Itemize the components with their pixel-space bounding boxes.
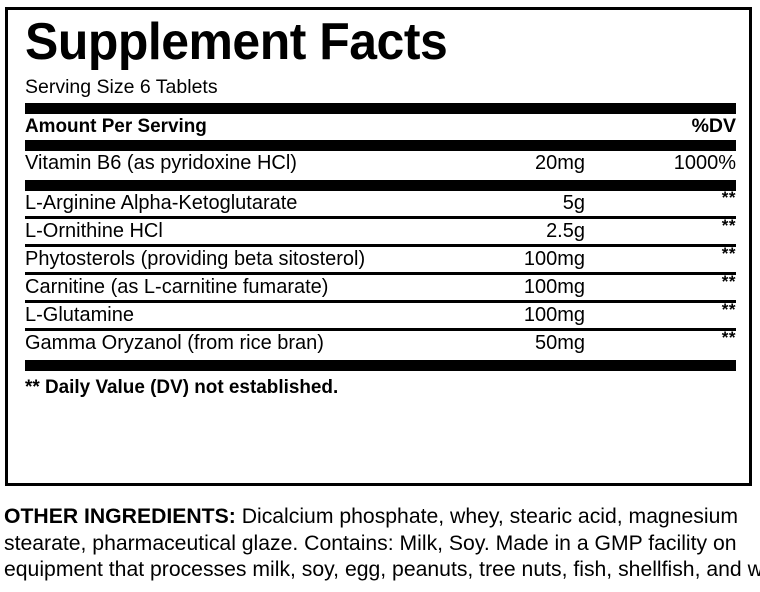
nutrient-name: L-Ornithine HCl <box>25 220 163 242</box>
row-divider <box>25 244 736 247</box>
divider-bar-after-header <box>25 140 736 151</box>
table-row: Carnitine (as L-carnitine fumarate) 100m… <box>25 272 736 300</box>
panel-content: Supplement Facts Serving Size 6 Tablets … <box>25 14 736 399</box>
divider-bar-bottom <box>25 360 736 371</box>
nutrient-amount: 100mg <box>523 304 585 326</box>
nutrient-dv: 1000% <box>673 152 736 174</box>
serving-size-text: Serving Size 6 Tablets <box>25 76 218 98</box>
amount-per-serving-label: Amount Per Serving <box>25 115 207 137</box>
nutrient-name: Vitamin B6 (as pyridoxine HCl) <box>25 152 297 174</box>
divider-bar-top <box>25 103 736 114</box>
nutrient-name: Carnitine (as L-carnitine fumarate) <box>25 276 329 298</box>
nutrient-amount: 50mg <box>534 332 585 354</box>
nutrient-name: Gamma Oryzanol (from rice bran) <box>25 332 324 354</box>
row-divider <box>25 300 736 303</box>
nutrient-amount: 2.5g <box>546 220 585 242</box>
nutrient-dv: ** <box>721 216 736 235</box>
table-row: Phytosterols (providing beta sitosterol)… <box>25 244 736 272</box>
nutrient-amount: 100mg <box>523 248 585 270</box>
table-row: Gamma Oryzanol (from rice bran) 50mg ** <box>25 328 736 356</box>
percent-dv-label: %DV <box>691 115 736 137</box>
page-title: Supplement Facts <box>25 13 448 71</box>
nutrient-dv: ** <box>721 272 736 291</box>
nutrient-amount: 5g <box>562 192 585 214</box>
other-ingredients-heading: OTHER INGREDIENTS: <box>4 504 236 528</box>
nutrient-name: L-Glutamine <box>25 304 134 326</box>
nutrient-dv: ** <box>721 188 736 207</box>
table-row: Vitamin B6 (as pyridoxine HCl) 20mg 1000… <box>25 151 736 176</box>
nutrient-name: Phytosterols (providing beta sitosterol) <box>25 248 366 270</box>
table-row: L-Ornithine HCl 2.5g ** <box>25 216 736 244</box>
nutrient-name: L-Arginine Alpha-Ketoglutarate <box>25 192 298 214</box>
table-row: L-Glutamine 100mg ** <box>25 300 736 328</box>
supplement-facts-panel: Supplement Facts Serving Size 6 Tablets … <box>5 7 752 486</box>
row-divider <box>25 216 736 219</box>
other-ingredients-line-1: OTHER INGREDIENTS: Dicalcium phosphate, … <box>4 503 747 530</box>
table-header-row: Amount Per Serving %DV <box>25 114 736 138</box>
row-divider <box>25 328 736 331</box>
divider-bar-after-vitamins <box>25 180 736 191</box>
other-ingredients-block: OTHER INGREDIENTS: Dicalcium phosphate, … <box>4 503 760 583</box>
other-ingredients-text-2: stearate, pharmaceutical glaze. Contains… <box>4 530 737 555</box>
daily-value-footnote: ** Daily Value (DV) not established. <box>25 376 339 398</box>
nutrient-amount: 20mg <box>534 152 585 174</box>
other-ingredients-text-1: Dicalcium phosphate, whey, stearic acid,… <box>241 504 739 528</box>
nutrient-dv: ** <box>721 300 736 319</box>
table-row: L-Arginine Alpha-Ketoglutarate 5g ** <box>25 188 736 216</box>
nutrient-amount: 100mg <box>523 276 585 298</box>
nutrient-dv: ** <box>721 244 736 263</box>
other-ingredients-text-3: equipment that processes milk, soy, egg,… <box>4 557 760 581</box>
nutrient-dv: ** <box>721 328 736 347</box>
row-divider <box>25 272 736 275</box>
